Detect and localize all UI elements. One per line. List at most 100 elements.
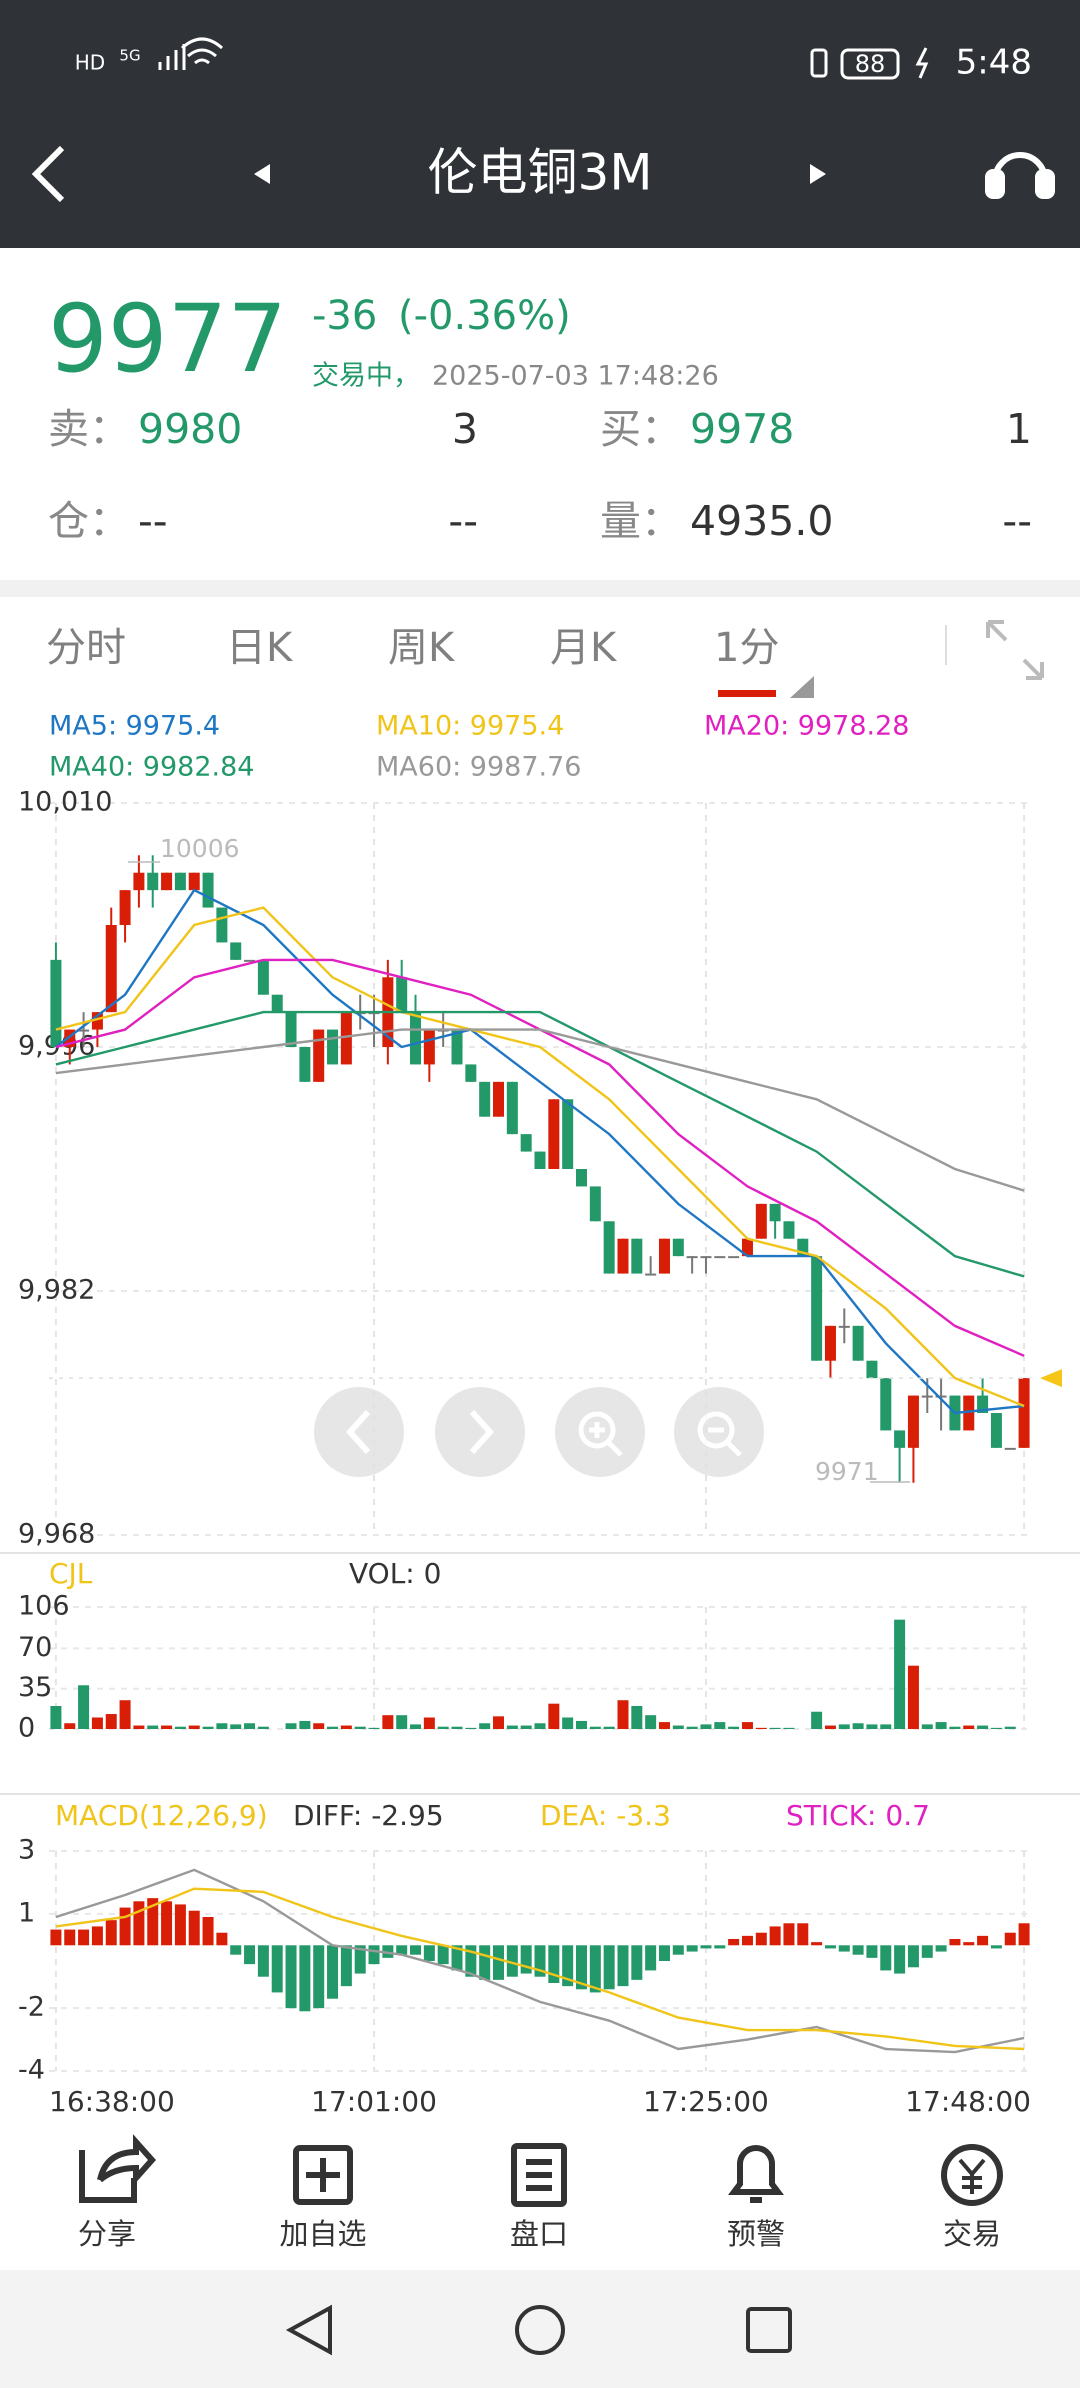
macd-stick	[894, 1945, 906, 1974]
candle-body	[520, 1134, 532, 1152]
prev-button[interactable]	[254, 164, 270, 184]
toolbar-label[interactable]: 交易	[943, 2217, 1001, 2251]
candle-body	[479, 1081, 491, 1117]
volume-bar	[714, 1722, 726, 1729]
candle-body	[880, 1378, 892, 1431]
volume-bar	[658, 1722, 670, 1729]
scroll-right-button[interactable]	[435, 1387, 525, 1477]
tab[interactable]: 日K	[226, 625, 294, 671]
nav-home[interactable]	[515, 2305, 565, 2355]
icon	[526, 2159, 552, 2191]
candle-body	[589, 1186, 601, 1222]
status-time: 5:48	[956, 43, 1032, 83]
volume-bar	[811, 1711, 823, 1729]
back-button[interactable]	[31, 145, 65, 203]
candle-body	[686, 1256, 698, 1259]
macd-stick	[520, 1945, 532, 1974]
volume-bar	[119, 1700, 131, 1729]
volume-bar	[423, 1717, 435, 1729]
macd-stick	[797, 1923, 809, 1946]
volume-bar	[506, 1725, 518, 1729]
nav-back[interactable]	[285, 2304, 332, 2356]
orderbook-icon[interactable]	[511, 2143, 567, 2207]
candle-body	[548, 1099, 560, 1169]
macd-stick	[728, 1939, 740, 1946]
tab[interactable]: 周K	[388, 625, 456, 671]
macd-stick	[493, 1945, 505, 1980]
volume-bar	[645, 1715, 657, 1729]
trading-status: 交易中，	[312, 361, 420, 392]
candle-body	[327, 1029, 339, 1065]
toolbar-label[interactable]: 预警	[727, 2217, 785, 2251]
low-label: 9971	[815, 1457, 879, 1486]
indicator-line	[55, 906, 1025, 1408]
volume-bar	[147, 1725, 159, 1729]
icon	[578, 1411, 623, 1457]
legend-entry: MA10: 9975.4	[376, 711, 564, 742]
volume-bar	[589, 1726, 601, 1729]
candle-body	[990, 1413, 1002, 1448]
volume-bar	[133, 1725, 145, 1729]
share-icon[interactable]	[79, 2134, 157, 2203]
add-icon[interactable]	[293, 2145, 353, 2205]
quote-field: --	[448, 497, 478, 545]
tab-dropdown[interactable]	[790, 676, 814, 698]
macd-stick	[396, 1945, 408, 1955]
chart-controls	[314, 1387, 764, 1477]
macd-stick	[534, 1945, 546, 1977]
toolbar-icons	[79, 2134, 1003, 2207]
volume-bar	[244, 1723, 256, 1729]
macd-stick	[921, 1945, 933, 1958]
icon	[345, 1409, 371, 1455]
volume-bar	[907, 1665, 919, 1729]
macd-stick	[174, 1904, 186, 1946]
volume-bar	[686, 1726, 698, 1729]
volume-bar	[230, 1724, 242, 1729]
candle-body	[423, 1029, 435, 1065]
macd-stick	[465, 1945, 477, 1977]
macd-stick	[686, 1945, 698, 1952]
candle-body	[105, 925, 117, 1013]
volume-bar	[783, 1727, 795, 1729]
nav-recent[interactable]	[746, 2307, 792, 2353]
macd-stick	[161, 1901, 173, 1946]
candle-body	[714, 1256, 726, 1259]
toolbar-label[interactable]: 盘口	[510, 2217, 568, 2251]
macd-stick	[64, 1929, 76, 1946]
macd-stick	[451, 1945, 463, 1971]
volume-bar	[50, 1705, 62, 1729]
alert-icon[interactable]	[728, 2145, 784, 2203]
candle-body	[161, 872, 173, 891]
macd-stick	[368, 1945, 380, 1965]
icon	[469, 1409, 495, 1455]
candle-body	[506, 1081, 518, 1135]
macd-stick	[562, 1945, 574, 1987]
volume-bar	[852, 1723, 864, 1729]
price-change-pct: (-0.36%)	[398, 293, 571, 339]
quote-field: 9978	[690, 405, 794, 453]
scroll-left-button[interactable]	[314, 1387, 404, 1477]
candle-body	[645, 1273, 657, 1276]
tab[interactable]: 1分	[714, 625, 779, 671]
quote-field: 卖：	[48, 405, 130, 453]
wifi	[180, 37, 224, 65]
legend-entry: MA40: 9982.84	[49, 752, 254, 783]
fullscreen-button[interactable]	[986, 620, 1044, 680]
trade-icon[interactable]	[941, 2144, 1003, 2206]
next-button[interactable]	[810, 164, 826, 184]
candle-body	[216, 907, 228, 943]
candle-body	[783, 1221, 795, 1239]
x-tick-label: 16:38:00	[49, 2085, 175, 2118]
candle-body	[824, 1325, 836, 1361]
macd-stick	[327, 1945, 339, 1999]
toolbar-label[interactable]: 分享	[78, 2217, 136, 2251]
candle-body	[91, 1012, 103, 1030]
legend-entry: MA20: 9978.28	[704, 711, 909, 742]
tab[interactable]: 分时	[46, 625, 126, 671]
service-button[interactable]	[985, 152, 1055, 199]
toolbar-label[interactable]: 加自选	[279, 2217, 366, 2251]
macd-stick	[575, 1945, 587, 1990]
tab[interactable]: 月K	[550, 625, 618, 671]
volume-bar	[977, 1725, 989, 1729]
headset-ear	[1035, 169, 1055, 199]
